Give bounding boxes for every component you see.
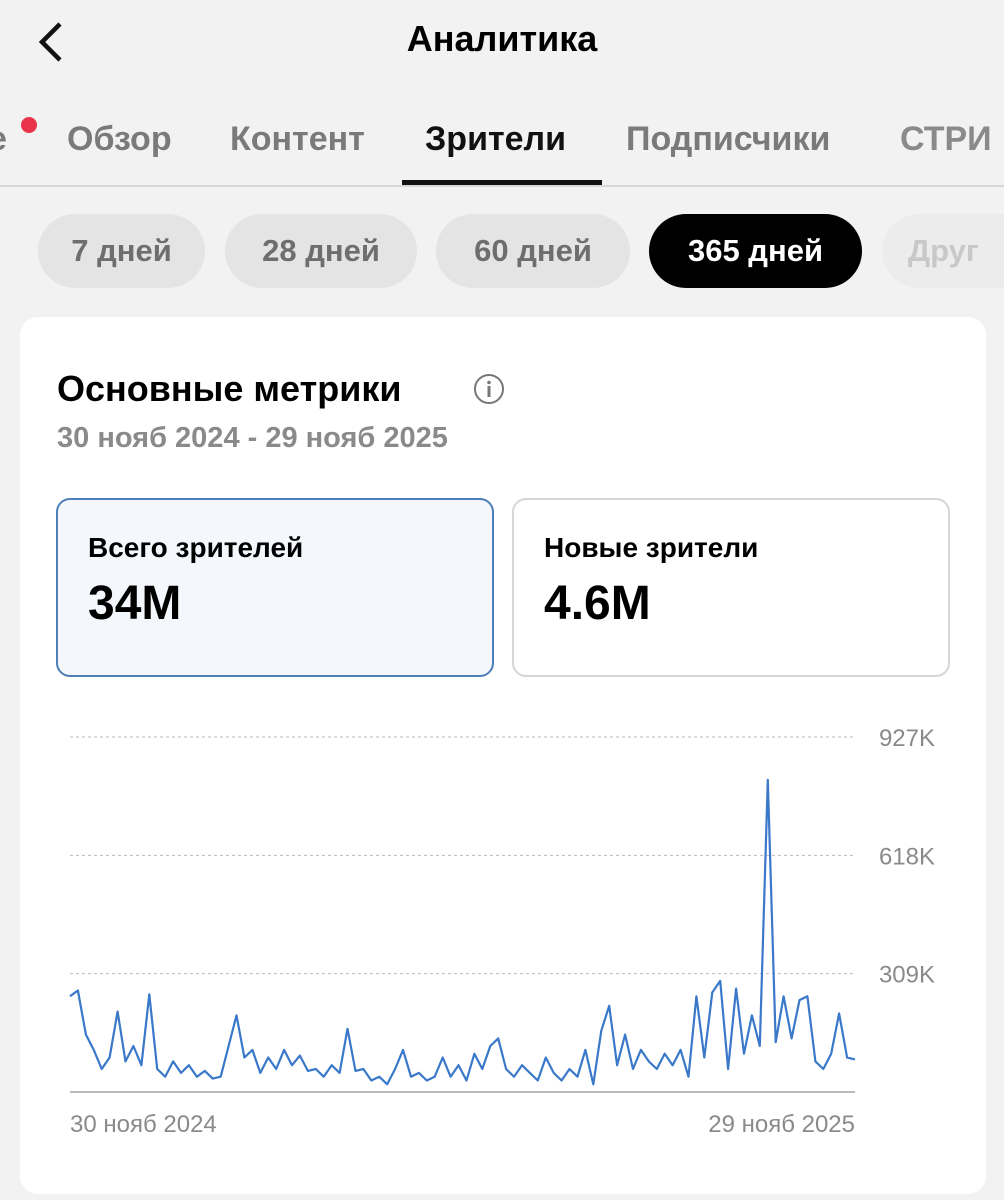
header-title: Аналитика [406, 18, 598, 59]
metric-label: Новые зрители [544, 532, 759, 563]
tab-divider [0, 185, 1004, 187]
filter-pill[interactable]: 60 дней [436, 214, 630, 288]
date-range: 30 нояб 2024 - 29 нояб 2025 [57, 422, 448, 454]
metric-value: 34M [88, 577, 182, 630]
metric-tile[interactable]: Всего зрителей 34M [56, 498, 494, 677]
y-tick-label: 618K [879, 843, 935, 870]
y-tick-label: 927K [879, 725, 935, 752]
tab-bar: е Обзор Контент Зрители Подписчики СТРИ [0, 0, 1004, 186]
filter-pill[interactable]: 7 дней [38, 214, 205, 288]
y-tick-label: 309K [879, 962, 935, 989]
x-tick-label: 30 нояб 2024 [70, 1111, 217, 1138]
info-icon[interactable] [472, 372, 506, 406]
tab[interactable]: е [0, 120, 7, 159]
chart: 309K 618K 927K 30 нояб 2024 29 нояб 2025 [69, 725, 935, 1138]
tab[interactable]: Подписчики [626, 120, 831, 158]
metric-value: 4.6M [544, 577, 651, 630]
tab[interactable]: СТРИ [900, 120, 992, 158]
filter-pill[interactable]: 365 дней [649, 214, 862, 288]
filter-pill[interactable]: Друг [882, 214, 1004, 288]
filter-bar: 7 дней 28 дней 60 дней 365 дней Друг [0, 0, 1004, 300]
tab[interactable]: Зрители [425, 120, 567, 158]
data-line [69, 778, 856, 1086]
metric-label: Всего зрителей [88, 532, 304, 563]
metric-tile[interactable]: Новые зрители 4.6M [512, 498, 950, 677]
card-title: Основные метрики [57, 368, 402, 409]
x-tick-label: 29 нояб 2025 [708, 1111, 855, 1138]
tab[interactable]: Контент [230, 120, 365, 158]
tab-indicator [402, 180, 602, 185]
metrics-card [20, 317, 986, 1194]
filter-pill[interactable]: 28 дней [225, 214, 417, 288]
tab[interactable]: Обзор [67, 120, 172, 158]
back-button[interactable] [30, 20, 70, 64]
notification-dot [21, 117, 37, 133]
